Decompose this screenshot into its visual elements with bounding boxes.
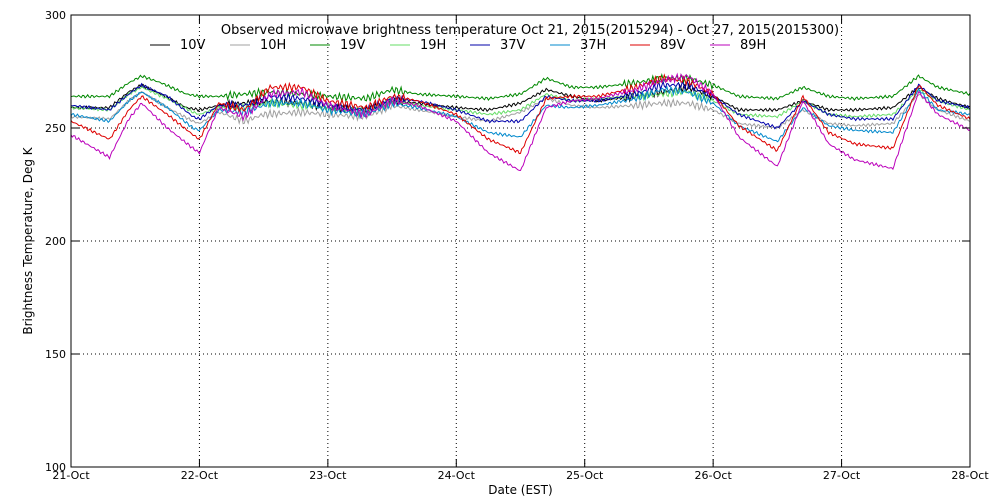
x-tick-label: 21-Oct <box>52 469 90 482</box>
series-lines <box>70 72 971 172</box>
legend-label-10h: 10H <box>260 38 286 53</box>
series-line-89h <box>70 72 971 172</box>
x-tick-label: 27-Oct <box>823 469 861 482</box>
x-tick-label: 26-Oct <box>694 469 732 482</box>
series-line-10h <box>70 90 971 130</box>
chart-title: Observed microwave brightness temperatur… <box>221 23 839 38</box>
x-tick-label: 23-Oct <box>309 469 347 482</box>
x-tick-label: 28-Oct <box>951 469 989 482</box>
legend-label-37v: 37V <box>500 38 526 53</box>
grid <box>71 15 970 467</box>
legend-label-89h: 89H <box>740 38 766 53</box>
axis-ticks: 21-Oct 22-Oct 23-Oct 24-Oct 25-Oct 26-Oct 27-O… <box>45 9 989 482</box>
y-tick-label: 150 <box>45 348 66 361</box>
legend-label-19v: 19V <box>340 38 366 53</box>
series-line-10v <box>70 82 971 114</box>
series-line-19v <box>70 73 971 103</box>
series-line-19h <box>70 86 971 119</box>
x-tick-label: 25-Oct <box>566 469 604 482</box>
series-line-37v <box>70 79 971 130</box>
legend-label-10v: 10V <box>180 38 206 53</box>
y-tick-label: 100 <box>45 461 66 474</box>
x-tick-label: 24-Oct <box>438 469 476 482</box>
x-axis-title: Date (EST) <box>488 483 552 497</box>
y-axis-title: Brightness Temperature, Deg K <box>21 146 35 334</box>
y-tick-label: 300 <box>45 9 66 22</box>
series-line-89v <box>70 73 971 155</box>
y-tick-label: 250 <box>45 122 66 135</box>
legend-label-37h: 37H <box>580 38 606 53</box>
y-tick-label: 200 <box>45 235 66 248</box>
legend: 10V 10H 19V 19H 37V 37H 89V 89H <box>150 38 766 53</box>
x-tick-label: 22-Oct <box>181 469 219 482</box>
legend-label-19h: 19H <box>420 38 446 53</box>
legend-label-89v: 89V <box>660 38 686 53</box>
